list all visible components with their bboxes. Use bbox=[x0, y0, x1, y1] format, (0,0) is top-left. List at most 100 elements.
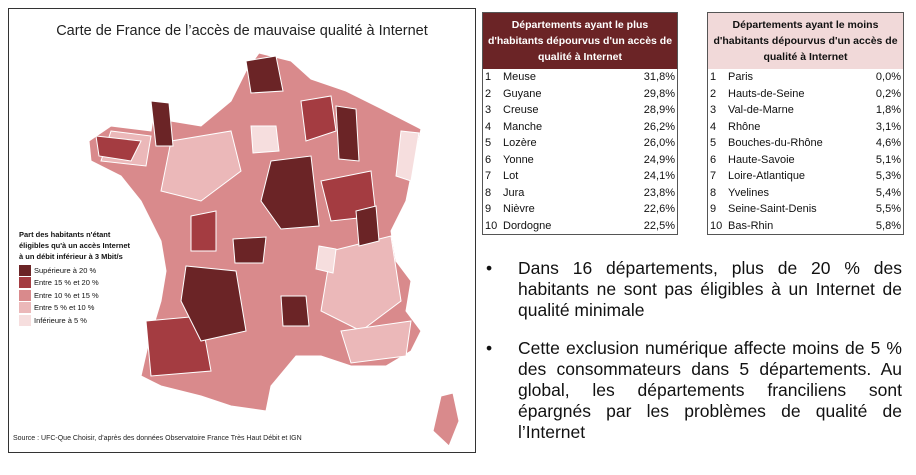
cell-rank: 6 bbox=[710, 153, 717, 166]
cell-name: Jura bbox=[503, 186, 525, 199]
table-header: Départements ayant le plus d'habitants d… bbox=[482, 12, 678, 69]
region-mid bbox=[145, 315, 212, 377]
table-row: 10 Bas-Rhin 5,8% bbox=[708, 218, 904, 235]
table-row: 3 Val-de-Marne 1,8% bbox=[708, 102, 904, 119]
cell-value: 24,9% bbox=[643, 153, 675, 166]
cell-name: Dordogne bbox=[503, 219, 552, 232]
cell-value: 5,8% bbox=[875, 219, 901, 232]
cell-value: 28,9% bbox=[643, 104, 675, 117]
map-panel: Carte de France de l’accès de mauvaise q… bbox=[8, 8, 476, 453]
region-mid bbox=[190, 210, 217, 252]
table-row: 2 Guyane 29,8% bbox=[483, 86, 678, 103]
bullet-marker: • bbox=[486, 258, 493, 278]
region-dark-manche bbox=[150, 100, 174, 147]
region-dark-yonne-nievre bbox=[260, 155, 320, 230]
table-row: 9 Seine-Saint-Denis 5,5% bbox=[708, 201, 904, 218]
cell-name: Haute-Savoie bbox=[728, 153, 795, 166]
legend-item: Entre 5 % et 10 % bbox=[19, 302, 134, 315]
legend-item: Entre 10 % et 15 % bbox=[19, 289, 134, 302]
region-mid bbox=[300, 95, 337, 142]
cell-rank: 4 bbox=[710, 120, 717, 133]
region-lightest bbox=[315, 245, 337, 274]
cell-rank: 10 bbox=[710, 219, 723, 232]
table-row: 2 Hauts-de-Seine 0,2% bbox=[708, 86, 904, 103]
cell-value: 26,2% bbox=[643, 120, 675, 133]
cell-name: Lozère bbox=[503, 137, 537, 150]
table-row: 5 Lozère 26,0% bbox=[483, 135, 678, 152]
cell-name: Nièvre bbox=[503, 203, 535, 216]
table-most-affected: Départements ayant le plus d'habitants d… bbox=[482, 12, 678, 235]
table-row: 1 Meuse 31,8% bbox=[483, 69, 678, 86]
cell-value: 22,5% bbox=[643, 219, 675, 232]
region-dark-creuse bbox=[232, 236, 267, 264]
table-row: 4 Rhône 3,1% bbox=[708, 119, 904, 136]
region-dark-lozere bbox=[280, 295, 310, 327]
cell-rank: 3 bbox=[710, 104, 717, 117]
cell-rank: 2 bbox=[485, 87, 492, 100]
cell-name: Yvelines bbox=[728, 186, 769, 199]
cell-rank: 9 bbox=[710, 203, 717, 216]
legend-item: Entre 15 % et 20 % bbox=[19, 277, 134, 290]
table-row: 7 Loire-Atlantique 5,3% bbox=[708, 168, 904, 185]
region-lightest bbox=[250, 125, 280, 154]
table-row: 7 Lot 24,1% bbox=[483, 168, 678, 185]
legend-label: Entre 5 % et 10 % bbox=[34, 303, 95, 313]
cell-value: 5,4% bbox=[875, 186, 901, 199]
cell-value: 5,5% bbox=[875, 203, 901, 216]
cell-rank: 1 bbox=[710, 71, 717, 84]
france-map bbox=[88, 52, 460, 447]
table-row: 6 Haute-Savoie 5,1% bbox=[708, 152, 904, 169]
map-title: Carte de France de l’accès de mauvaise q… bbox=[56, 23, 428, 39]
legend-title: Part des habitants n'étant éligibles qu'… bbox=[19, 230, 130, 261]
cell-value: 4,6% bbox=[875, 137, 901, 150]
cell-value: 1,8% bbox=[875, 104, 901, 117]
cell-rank: 5 bbox=[710, 137, 717, 150]
cell-rank: 7 bbox=[485, 170, 492, 183]
table-row: 10 Dordogne 22,5% bbox=[483, 218, 678, 235]
region-lightest bbox=[395, 130, 420, 182]
cell-name: Lot bbox=[503, 170, 519, 183]
map-legend: Part des habitants n'étant éligibles qu'… bbox=[19, 229, 134, 327]
cell-value: 23,8% bbox=[643, 186, 675, 199]
table-row: 9 Nièvre 22,6% bbox=[483, 201, 678, 218]
region-light bbox=[160, 130, 242, 202]
table-row: 8 Yvelines 5,4% bbox=[708, 185, 904, 202]
legend-label: Entre 10 % et 15 % bbox=[34, 290, 99, 300]
cell-value: 31,8% bbox=[643, 71, 675, 84]
bullet-item: • Dans 16 départements, plus de 20 % des … bbox=[482, 258, 902, 321]
cell-name: Bouches-du-Rhône bbox=[728, 137, 823, 150]
cell-rank: 7 bbox=[710, 170, 717, 183]
cell-name: Val-de-Marne bbox=[728, 104, 794, 117]
legend-label: Supérieure à 20 % bbox=[34, 265, 97, 275]
region-light bbox=[340, 320, 412, 364]
cell-value: 26,0% bbox=[643, 137, 675, 150]
table-row: 4 Manche 26,2% bbox=[483, 119, 678, 136]
cell-value: 0,0% bbox=[875, 71, 901, 84]
cell-name: Rhône bbox=[728, 120, 761, 133]
table-header: Départements ayant le moins d'habitants … bbox=[707, 12, 904, 69]
legend-item: Inférieure à 5 % bbox=[19, 314, 134, 327]
cell-value: 5,3% bbox=[875, 170, 901, 183]
region-dark-jura bbox=[355, 205, 380, 247]
cell-value: 24,1% bbox=[643, 170, 675, 183]
legend-item: Supérieure à 20 % bbox=[19, 264, 134, 277]
cell-rank: 6 bbox=[485, 153, 492, 166]
cell-value: 5,1% bbox=[875, 153, 901, 166]
region-dark-nord bbox=[245, 55, 284, 94]
cell-name: Bas-Rhin bbox=[728, 219, 774, 232]
bullet-text: Dans 16 départements, plus de 20 % des h… bbox=[518, 258, 902, 320]
table-row: 5 Bouches-du-Rhône 4,6% bbox=[708, 135, 904, 152]
cell-rank: 3 bbox=[485, 104, 492, 117]
corsica bbox=[432, 392, 460, 447]
cell-name: Seine-Saint-Denis bbox=[728, 203, 817, 216]
table-row: 8 Jura 23,8% bbox=[483, 185, 678, 202]
bullet-marker: • bbox=[486, 338, 493, 358]
table-row: 3 Creuse 28,9% bbox=[483, 102, 678, 119]
cell-rank: 2 bbox=[710, 87, 717, 100]
cell-value: 0,2% bbox=[875, 87, 901, 100]
table-least-affected: Départements ayant le moins d'habitants … bbox=[707, 12, 904, 235]
bullet-text: Cette exclusion numérique affecte moins … bbox=[518, 338, 902, 442]
region-mid bbox=[95, 135, 142, 162]
cell-name: Meuse bbox=[503, 71, 537, 84]
cell-value: 3,1% bbox=[875, 120, 901, 133]
